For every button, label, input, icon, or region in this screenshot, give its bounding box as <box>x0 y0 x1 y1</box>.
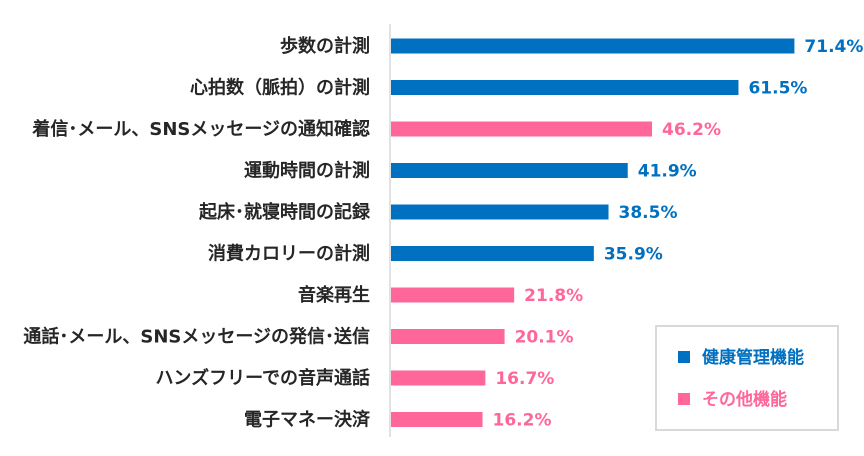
legend-swatch-health <box>678 351 690 363</box>
bar <box>391 38 795 54</box>
value-label: 38.5% <box>619 203 678 223</box>
category-label: 着信･メール、SNSメッセージの通知確認 <box>31 118 370 140</box>
legend-label-health: 健康管理機能 <box>702 347 804 368</box>
legend: 健康管理機能 その他機能 <box>655 325 839 431</box>
bar <box>391 80 739 95</box>
bar <box>391 246 594 261</box>
value-label: 46.2% <box>662 120 721 140</box>
legend-swatch-other <box>678 393 690 405</box>
category-label: 歩数の計測 <box>280 35 370 57</box>
bar <box>391 204 609 220</box>
value-label: 20.1% <box>515 328 574 348</box>
legend-box <box>655 325 839 431</box>
category-label: 起床･就寝時間の記録 <box>198 201 371 223</box>
category-label: 消費カロリーの計測 <box>208 243 370 265</box>
legend-label-other: その他機能 <box>702 389 787 410</box>
bar <box>391 412 483 427</box>
category-label: 電子マネー決済 <box>244 409 371 431</box>
category-label: ハンズフリーでの音声通話 <box>155 367 370 389</box>
bar <box>391 163 628 178</box>
value-label: 21.8% <box>524 286 583 306</box>
value-labels: 71.4% 61.5% 46.2% 41.9% 38.5% 35.9% 21.8% 20.1%… <box>493 37 864 431</box>
value-label: 71.4% <box>804 37 863 57</box>
value-label: 61.5% <box>748 79 807 99</box>
value-label: 16.2% <box>493 411 552 431</box>
category-label: 心拍数（脈拍）の計測 <box>190 77 370 99</box>
bar <box>391 329 505 344</box>
category-labels: 歩数の計測心拍数（脈拍）の計測着信･メール、SNSメッセージの通知確認運動時間の… <box>23 35 371 431</box>
bar <box>391 370 486 386</box>
value-label: 16.7% <box>495 369 554 389</box>
category-label: 通話･メール、SNSメッセージの発信･送信 <box>23 326 370 348</box>
value-label: 35.9% <box>604 245 663 265</box>
bar <box>391 121 653 137</box>
category-label: 音楽再生 <box>298 284 370 306</box>
bars <box>391 38 795 427</box>
category-label: 運動時間の計測 <box>244 160 370 182</box>
bar <box>391 287 515 303</box>
value-label: 41.9% <box>638 162 697 182</box>
